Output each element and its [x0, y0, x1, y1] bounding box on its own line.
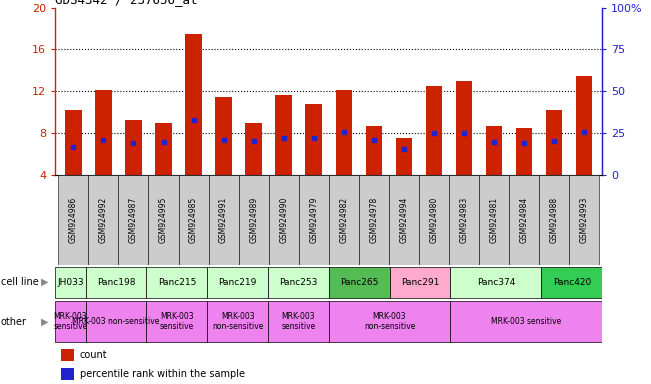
Text: Panc219: Panc219: [219, 278, 256, 287]
Text: MRK-003 sensitive: MRK-003 sensitive: [491, 317, 561, 326]
Bar: [215, 98, 232, 175]
Bar: [186, 34, 202, 175]
Text: MRK-003
sensitive: MRK-003 sensitive: [281, 312, 316, 331]
Bar: [576, 76, 592, 175]
Text: cell line: cell line: [1, 277, 38, 287]
Bar: [268, 267, 329, 298]
Bar: [329, 175, 359, 265]
Bar: [389, 267, 450, 298]
Bar: [239, 175, 269, 265]
Bar: [450, 301, 602, 343]
Bar: [65, 110, 81, 175]
Bar: [450, 267, 542, 298]
Bar: [305, 104, 322, 175]
Text: GSM924991: GSM924991: [219, 197, 228, 243]
Text: GSM924988: GSM924988: [549, 197, 559, 243]
Bar: [569, 175, 599, 265]
Bar: [516, 128, 533, 175]
Text: other: other: [1, 316, 27, 327]
Text: Panc253: Panc253: [279, 278, 318, 287]
Bar: [245, 122, 262, 175]
Bar: [95, 90, 112, 175]
Bar: [396, 138, 412, 175]
Bar: [546, 110, 562, 175]
Text: JH033: JH033: [57, 278, 84, 287]
Bar: [178, 175, 208, 265]
Bar: [419, 175, 449, 265]
Text: Panc291: Panc291: [401, 278, 439, 287]
Bar: [456, 81, 472, 175]
Bar: [89, 175, 118, 265]
Text: MRK-003
non-sensitive: MRK-003 non-sensitive: [364, 312, 415, 331]
Bar: [426, 86, 442, 175]
Bar: [275, 95, 292, 175]
Bar: [207, 301, 268, 343]
Text: ▶: ▶: [41, 277, 49, 287]
Bar: [146, 267, 207, 298]
Text: ▶: ▶: [41, 316, 49, 327]
Text: count: count: [80, 349, 107, 359]
Text: MRK-003
non-sensitive: MRK-003 non-sensitive: [212, 312, 263, 331]
Bar: [366, 126, 382, 175]
Bar: [449, 175, 479, 265]
Text: GSM924982: GSM924982: [339, 197, 348, 243]
Bar: [359, 175, 389, 265]
Text: GSM924989: GSM924989: [249, 197, 258, 243]
Text: Panc265: Panc265: [340, 278, 378, 287]
Bar: [118, 175, 148, 265]
Bar: [539, 175, 569, 265]
Bar: [86, 267, 146, 298]
Text: GSM924990: GSM924990: [279, 197, 288, 243]
Bar: [146, 301, 207, 343]
Text: MRK-003
sensitive: MRK-003 sensitive: [53, 312, 88, 331]
Bar: [86, 301, 146, 343]
Text: Panc198: Panc198: [97, 278, 135, 287]
Text: MRK-003
sensitive: MRK-003 sensitive: [159, 312, 194, 331]
Bar: [268, 301, 329, 343]
Bar: [55, 301, 86, 343]
Bar: [299, 175, 329, 265]
Text: percentile rank within the sample: percentile rank within the sample: [80, 369, 245, 379]
Text: MRK-003 non-sensitive: MRK-003 non-sensitive: [72, 317, 159, 326]
Text: GSM924986: GSM924986: [69, 197, 78, 243]
Text: Panc215: Panc215: [158, 278, 196, 287]
Bar: [61, 368, 74, 380]
Bar: [389, 175, 419, 265]
Text: GSM924985: GSM924985: [189, 197, 198, 243]
Bar: [335, 90, 352, 175]
Bar: [125, 121, 142, 175]
Text: GSM924980: GSM924980: [430, 197, 438, 243]
Bar: [148, 175, 178, 265]
Bar: [542, 267, 602, 298]
Bar: [207, 267, 268, 298]
Text: Panc374: Panc374: [477, 278, 515, 287]
Bar: [509, 175, 539, 265]
Bar: [269, 175, 299, 265]
Text: GSM924995: GSM924995: [159, 197, 168, 243]
Text: GDS4342 / 237656_at: GDS4342 / 237656_at: [55, 0, 198, 7]
Bar: [486, 126, 503, 175]
Text: GSM924984: GSM924984: [519, 197, 529, 243]
Text: GSM924983: GSM924983: [460, 197, 469, 243]
Bar: [208, 175, 239, 265]
Bar: [155, 122, 172, 175]
Text: GSM924987: GSM924987: [129, 197, 138, 243]
Text: GSM924978: GSM924978: [369, 197, 378, 243]
Bar: [61, 349, 74, 361]
Text: GSM924979: GSM924979: [309, 197, 318, 243]
Text: GSM924981: GSM924981: [490, 197, 499, 243]
Text: Panc420: Panc420: [553, 278, 591, 287]
Bar: [329, 301, 450, 343]
Bar: [59, 175, 89, 265]
Text: GSM924992: GSM924992: [99, 197, 108, 243]
Text: GSM924993: GSM924993: [579, 197, 589, 243]
Text: GSM924994: GSM924994: [399, 197, 408, 243]
Bar: [479, 175, 509, 265]
Bar: [329, 267, 389, 298]
Bar: [55, 267, 86, 298]
